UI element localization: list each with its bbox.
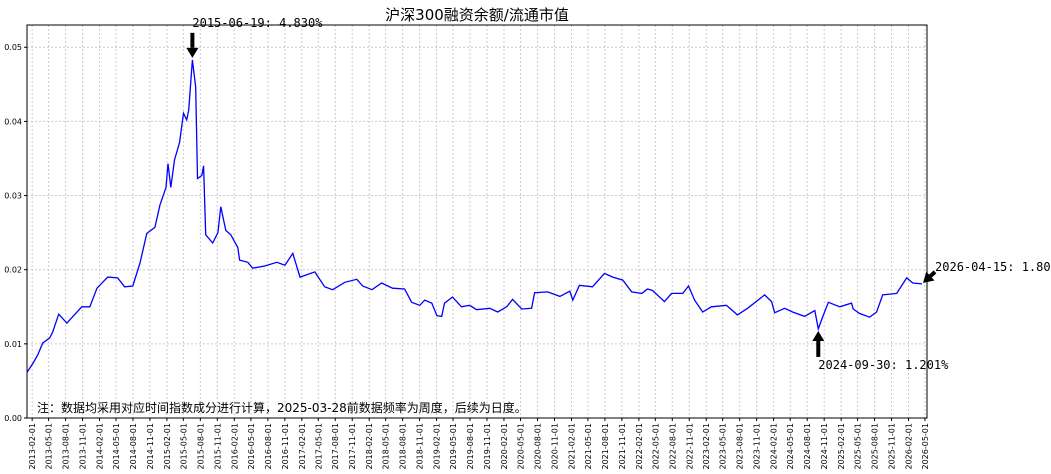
annotation-label: 2026-04-15: 1.809% [935, 260, 1051, 274]
x-tick-label: 2021-02-01 [568, 423, 577, 470]
x-tick-label: 2022-02-01 [635, 423, 644, 470]
x-tick-label: 2017-02-01 [298, 423, 307, 470]
x-tick-label: 2026-02-01 [905, 423, 914, 470]
x-tick-label: 2023-02-01 [702, 423, 711, 470]
annotation-label: 2024-09-30: 1.201% [818, 358, 949, 372]
x-tick-label: 2020-11-01 [551, 423, 560, 470]
x-tick-label: 2024-08-01 [803, 423, 812, 470]
x-tick-label: 2025-11-01 [888, 423, 897, 470]
x-tick-label: 2014-05-01 [112, 423, 121, 470]
y-tick-label: 0.00 [4, 414, 22, 423]
x-tick-label: 2021-08-01 [601, 423, 610, 470]
x-tick-label: 2020-02-01 [500, 423, 509, 470]
x-tick-label: 2013-05-01 [45, 423, 54, 470]
x-tick-label: 2024-05-01 [786, 423, 795, 470]
y-axis: 0.00 0.01 0.02 0.03 0.04 0.05 [4, 43, 27, 423]
y-tick-label: 0.04 [4, 117, 22, 126]
x-tick-label: 2014-11-01 [146, 423, 155, 470]
x-tick-label: 2020-05-01 [517, 423, 526, 470]
x-tick-label: 2025-08-01 [871, 423, 880, 470]
annotation-arrow-icon [923, 270, 937, 283]
x-tick-label: 2023-08-01 [736, 423, 745, 470]
y-tick-label: 0.05 [4, 43, 22, 52]
annotation-arrow-icon [812, 330, 825, 357]
x-tick-label: 2025-02-01 [837, 423, 846, 470]
x-tick-label: 2026-05-01 [921, 423, 930, 470]
x-tick-label: 2022-08-01 [668, 423, 677, 470]
x-tick-label: 2024-02-01 [770, 423, 779, 470]
x-tick-label: 2024-11-01 [820, 423, 829, 470]
x-tick-label: 2021-05-01 [584, 423, 593, 470]
x-tick-label: 2020-08-01 [534, 423, 543, 470]
chart-title: 沪深300融资余额/流通市值 [385, 6, 569, 24]
x-tick-label: 2019-02-01 [433, 423, 442, 470]
x-tick-label: 2016-02-01 [230, 423, 239, 470]
x-tick-label: 2019-11-01 [483, 423, 492, 470]
x-tick-label: 2014-08-01 [129, 423, 138, 470]
y-tick-label: 0.02 [4, 266, 22, 275]
x-tick-label: 2013-11-01 [79, 423, 88, 470]
x-tick-label: 2015-02-01 [163, 423, 172, 470]
y-tick-label: 0.03 [4, 192, 22, 201]
series-line [26, 59, 923, 373]
x-tick-label: 2019-08-01 [466, 423, 475, 470]
x-tick-label: 2021-11-01 [618, 423, 627, 470]
x-tick-label: 2022-11-01 [685, 423, 694, 470]
x-tick-label: 2018-05-01 [382, 423, 391, 470]
x-tick-label: 2013-02-01 [28, 423, 37, 470]
chart-note: 注：数据均采用对应时间指数成分进行计算，2025-03-28前数据频率为周度，后… [37, 400, 527, 415]
x-tick-label: 2016-05-01 [247, 423, 256, 470]
x-tick-label: 2023-11-01 [753, 423, 762, 470]
annotations: 2015-06-19: 4.830% 2024-09-30: 1.201% 2026… [186, 16, 1051, 372]
x-tick-label: 2016-08-01 [264, 423, 273, 470]
annotation-arrow-icon [186, 32, 199, 58]
x-tick-label: 2016-11-01 [281, 423, 290, 470]
x-tick-label: 2017-05-01 [314, 423, 323, 470]
x-tick-label: 2018-08-01 [399, 423, 408, 470]
x-tick-label: 2022-05-01 [651, 423, 660, 470]
plot-frame [26, 24, 928, 419]
y-tick-label: 0.01 [4, 340, 22, 349]
x-axis: 2013-02-01 2013-05-01 2013-08-01 2013-11-01… [28, 418, 930, 470]
x-tick-label: 2019-05-01 [449, 423, 458, 470]
x-tick-label: 2014-02-01 [96, 423, 105, 470]
x-tick-label: 2015-05-01 [179, 423, 188, 470]
x-tick-label: 2025-05-01 [854, 423, 863, 470]
x-tick-label: 2015-08-01 [196, 423, 205, 470]
x-tick-label: 2015-11-01 [213, 423, 222, 470]
x-tick-label: 2018-02-01 [365, 423, 374, 470]
annotation-label: 2015-06-19: 4.830% [192, 16, 323, 30]
x-tick-label: 2018-11-01 [416, 423, 425, 470]
x-tick-label: 2013-08-01 [62, 423, 71, 470]
x-tick-label: 2017-11-01 [348, 423, 357, 470]
grid [27, 25, 927, 419]
x-tick-label: 2023-05-01 [719, 423, 728, 470]
x-tick-label: 2017-08-01 [331, 423, 340, 470]
